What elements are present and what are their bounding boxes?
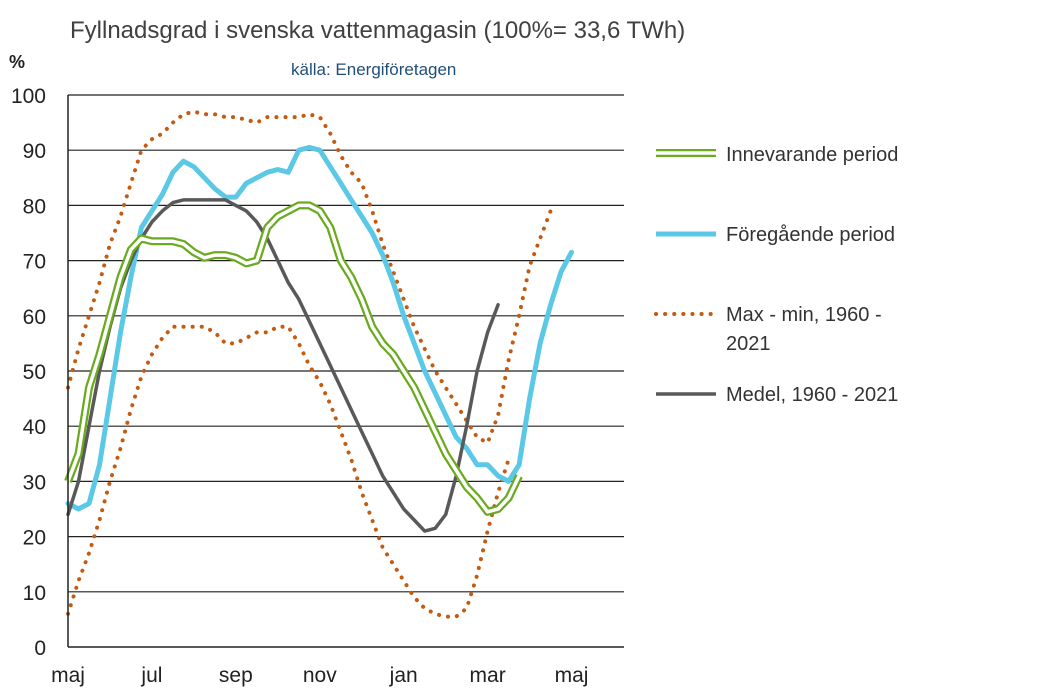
gridlines <box>68 94 624 593</box>
series-min-line <box>66 324 511 619</box>
legend-label-foregaende: Föregående period <box>726 224 895 246</box>
x-tick-label-0: maj <box>51 664 85 687</box>
legend-item-foregaende: Föregående period <box>656 224 895 246</box>
legend-item-medel: Medel, 1960 - 2021 <box>656 384 898 406</box>
chart-title: Fyllnadsgrad i svenska vattenmagasin (10… <box>70 17 685 44</box>
legend-label-innevarande: Innevarande period <box>726 144 898 166</box>
y-tick-label-60: 60 <box>23 306 46 329</box>
x-tick-label-6: maj <box>555 664 589 687</box>
y-tick-label-70: 70 <box>23 251 46 274</box>
legend-item-max-min: Max - min, 1960 - 2021 <box>654 304 887 355</box>
legend-label-medel: Medel, 1960 - 2021 <box>726 384 898 406</box>
legend-item-innevarande: Innevarande period <box>656 144 898 166</box>
series-max-line <box>66 109 553 446</box>
series-innevarande-line-inner <box>66 203 521 514</box>
legend: Innevarande period Föregående period Max… <box>654 144 898 406</box>
x-tick-label-1: jul <box>140 664 162 687</box>
y-tick-label-30: 30 <box>23 471 46 494</box>
y-tick-label-80: 80 <box>23 195 46 218</box>
legend-label-max-min-line1: Max - min, 1960 - <box>726 304 882 326</box>
y-tick-label-90: 90 <box>23 140 46 163</box>
y-tick-label-50: 50 <box>23 361 46 384</box>
y-axis-label: % <box>9 52 25 72</box>
x-tick-label-3: nov <box>303 664 337 687</box>
series-foregaende-line <box>65 144 574 512</box>
legend-label-max-min: Max - min, 1960 - 2021 <box>726 304 887 355</box>
y-tick-label-0: 0 <box>34 637 46 660</box>
x-tick-labels: maj jul sep nov jan mar maj <box>51 664 588 687</box>
y-tick-label-40: 40 <box>23 416 46 439</box>
x-tick-label-5: mar <box>470 664 506 687</box>
x-tick-label-2: sep <box>219 664 253 687</box>
x-tick-label-4: jan <box>389 664 418 687</box>
series-lines <box>64 109 574 619</box>
chart-subtitle: källa: Energiföretagen <box>291 60 456 79</box>
y-tick-labels: 0 10 20 30 40 50 60 70 80 90 100 <box>11 85 46 660</box>
y-tick-label-20: 20 <box>23 527 46 550</box>
legend-label-max-min-line2: 2021 <box>726 333 771 355</box>
y-tick-label-10: 10 <box>23 582 46 605</box>
y-tick-label-100: 100 <box>11 85 46 108</box>
